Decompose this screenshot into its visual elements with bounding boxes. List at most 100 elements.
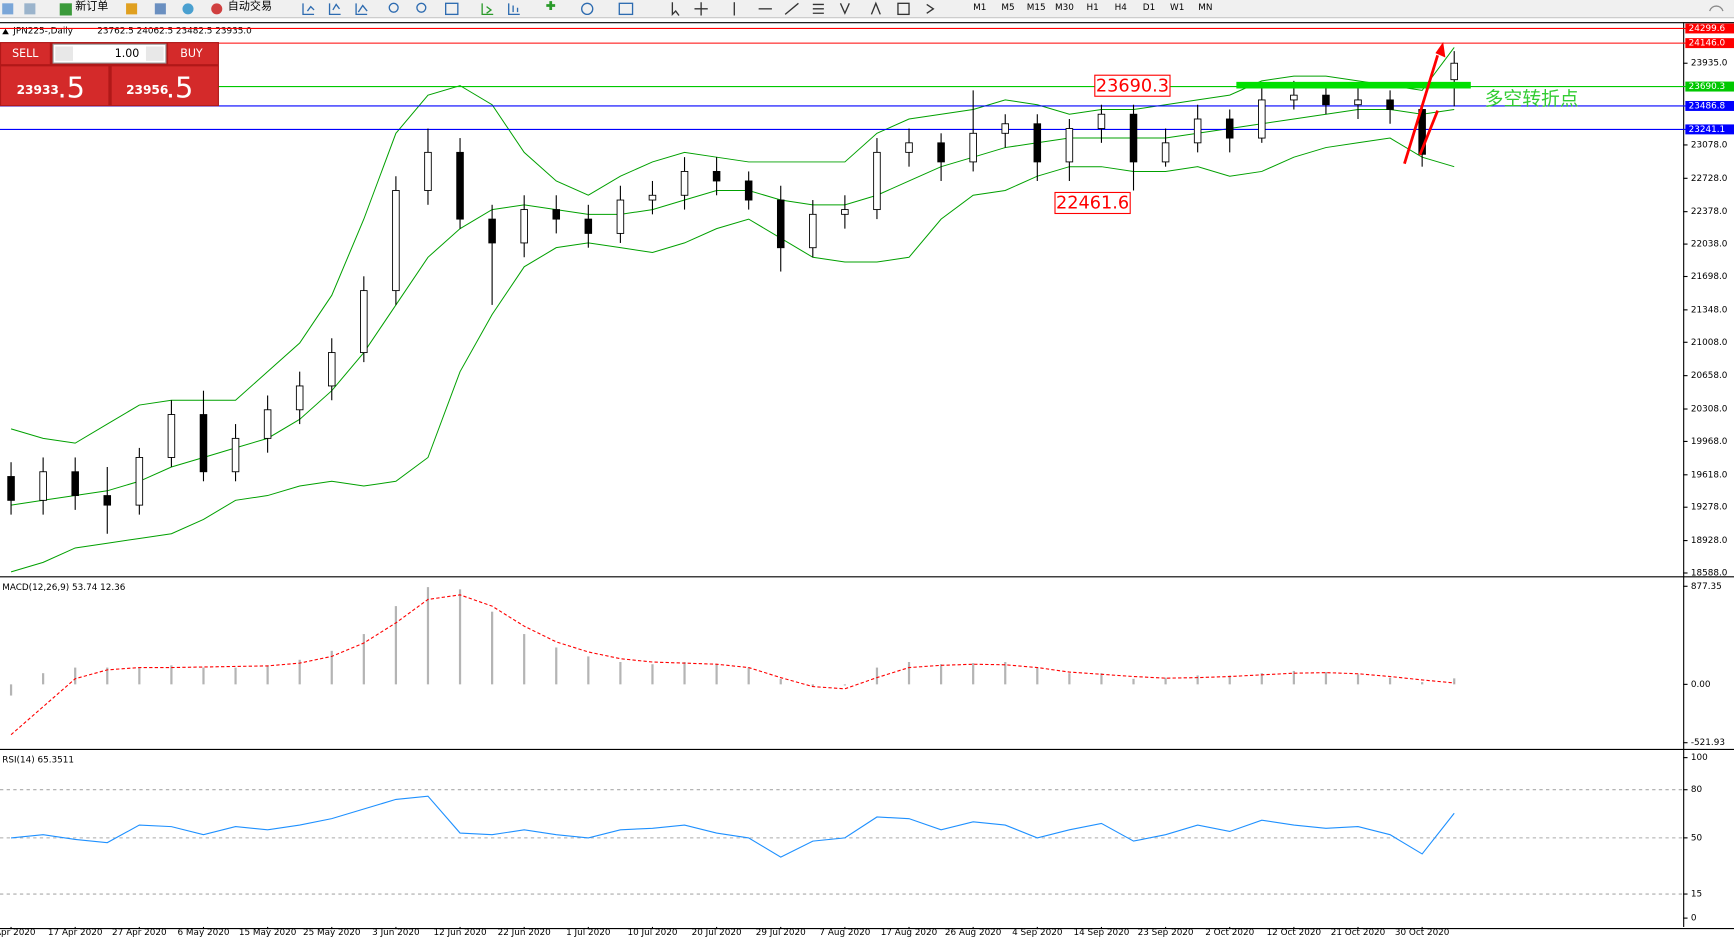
icon[interactable] <box>1709 5 1724 12</box>
timeframe-button[interactable]: MN <box>1198 3 1212 13</box>
arrow-line <box>1418 110 1439 156</box>
candle-body <box>488 218 496 244</box>
icon[interactable] <box>784 2 799 15</box>
icon[interactable] <box>328 3 341 16</box>
spin-down[interactable] <box>55 46 73 61</box>
icon[interactable] <box>24 3 36 15</box>
timeframe-button[interactable]: H1 <box>1086 3 1098 13</box>
level-tag <box>1685 81 1734 92</box>
sell-label[interactable]: SELL <box>12 47 39 60</box>
timeframe-button[interactable]: H4 <box>1115 3 1128 13</box>
candle-body <box>905 142 913 153</box>
volume-input[interactable] <box>52 43 167 64</box>
volume-value[interactable]: 1.00 <box>115 47 140 60</box>
macd-bar <box>939 664 943 685</box>
timeframe-button[interactable]: M5 <box>1001 3 1014 13</box>
icon[interactable] <box>2 3 14 15</box>
x-tick-label: 17 Aug 2020 <box>881 928 938 938</box>
sell-price-frac: .5 <box>58 70 85 104</box>
candle-body <box>103 495 112 506</box>
level-label: 23241.1 <box>1689 125 1726 135</box>
rsi-line <box>11 795 1455 858</box>
macd-bar <box>1196 675 1199 685</box>
buy-label[interactable]: BUY <box>180 47 203 60</box>
sell-price-box[interactable] <box>1 66 109 106</box>
y-tick-label: 21008.0 <box>1691 338 1728 348</box>
icon[interactable] <box>211 3 223 15</box>
candle-body <box>1354 99 1362 106</box>
y-tick-label: 19278.0 <box>1691 503 1728 513</box>
icon[interactable] <box>154 3 166 15</box>
candle-body <box>456 151 464 220</box>
timeframe-button[interactable]: M30 <box>1055 3 1074 13</box>
macd-bar <box>875 667 879 685</box>
y-tick-label: -521.93 <box>1691 738 1725 748</box>
candle-body <box>873 151 881 211</box>
icon[interactable] <box>897 2 910 16</box>
spin-up[interactable] <box>145 46 164 61</box>
icon[interactable] <box>508 3 520 16</box>
level-label: 24299.6 <box>1689 24 1726 34</box>
macd-bar <box>1260 673 1263 685</box>
macd-bar <box>907 662 911 685</box>
candle-body <box>135 457 144 506</box>
icon[interactable] <box>671 2 680 16</box>
timeframe-button[interactable]: W1 <box>1170 3 1184 13</box>
buy-button[interactable] <box>168 43 218 65</box>
macd-bar <box>9 684 13 696</box>
icon[interactable] <box>870 1 881 15</box>
icon[interactable] <box>926 3 935 14</box>
macd-bar <box>1036 667 1039 685</box>
candle-body <box>7 476 15 501</box>
macd-bar <box>42 673 45 685</box>
icon[interactable] <box>694 2 708 16</box>
indicator-title: MACD(12,26,9) 53.74 12.36 <box>2 583 126 593</box>
macd-bar <box>811 684 814 687</box>
icon[interactable] <box>481 3 494 16</box>
icon[interactable] <box>618 2 634 16</box>
rsi-plot <box>0 789 1684 895</box>
timeframe-button[interactable]: D1 <box>1143 3 1155 13</box>
icon[interactable] <box>182 3 194 15</box>
candle-body <box>231 437 240 473</box>
icon[interactable] <box>839 3 850 15</box>
x-tick-label: 26 Aug 2020 <box>945 928 1002 938</box>
macd-bar <box>1453 678 1456 685</box>
icon[interactable] <box>416 2 427 13</box>
icon[interactable] <box>388 2 399 13</box>
y-tick-label: 23078.0 <box>1691 140 1728 150</box>
icon[interactable] <box>546 1 556 10</box>
icon[interactable] <box>59 3 72 16</box>
timeframe-button[interactable]: M1 <box>973 3 986 13</box>
y-tick-label: 50 <box>1691 833 1703 843</box>
icon[interactable] <box>302 3 315 16</box>
candle-body <box>1225 118 1234 139</box>
x-tick-label: 3 Jun 2020 <box>372 928 420 938</box>
new-order-button[interactable]: 新订单 <box>75 0 108 13</box>
macd-bar <box>1100 673 1103 685</box>
candle-body <box>1129 113 1138 163</box>
indicator-title: RSI(14) 65.3511 <box>2 755 74 765</box>
candle-body <box>392 190 400 292</box>
auto-trading-button[interactable]: 自动交易 <box>228 0 272 13</box>
icon[interactable] <box>355 3 368 16</box>
y-tick-label: 21698.0 <box>1691 272 1728 282</box>
x-tick-label: 4 Sep 2020 <box>1012 928 1063 938</box>
y-tick-label: 18588.0 <box>1691 568 1728 578</box>
x-tick-label: 14 Sep 2020 <box>1073 928 1129 938</box>
highlight-bar <box>1236 81 1471 89</box>
candle-body <box>1386 99 1394 110</box>
bollinger-band <box>10 47 1455 444</box>
macd-bar <box>106 667 109 685</box>
chart-title: JPN225-,Daily <box>12 26 73 36</box>
icon[interactable] <box>812 3 824 14</box>
buy-price-box[interactable] <box>111 66 218 106</box>
sell-button[interactable] <box>1 43 50 65</box>
icon[interactable] <box>445 2 459 16</box>
candle-body <box>1322 94 1330 106</box>
icon[interactable] <box>581 2 594 16</box>
icon[interactable] <box>126 3 138 15</box>
timeframe-button[interactable]: M15 <box>1027 3 1046 13</box>
